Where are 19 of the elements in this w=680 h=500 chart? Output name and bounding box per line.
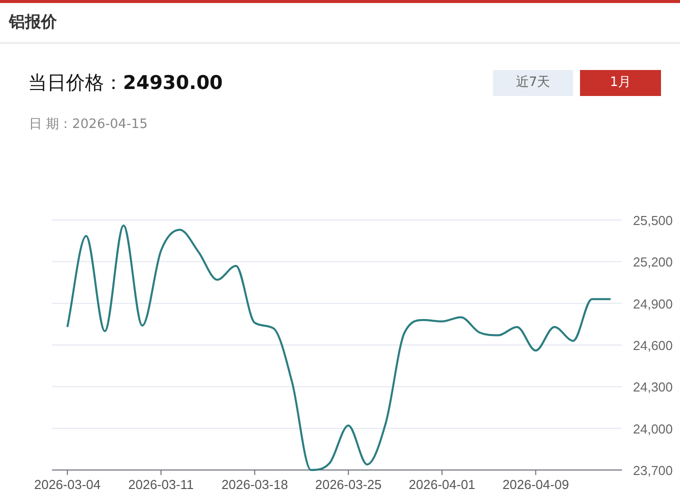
y-tick-label: 24,000 (633, 421, 673, 436)
y-tick-label: 25,200 (633, 254, 673, 270)
chart-subtitle: 当日价格：24930.00 (28, 71, 223, 96)
x-tick-label: 2026-04-09 (502, 477, 569, 492)
text: 日 期：2026-04-15 (29, 116, 148, 133)
y-tick-label: 24,300 (633, 380, 673, 395)
y-tick-label: 24,600 (633, 338, 673, 353)
x-tick-label: 2026-03-18 (221, 477, 288, 492)
y-tick-label: 25,500 (633, 213, 673, 228)
x-tick-label: 2026-03-25 (315, 477, 382, 492)
x-tick-label: 2026-04-01 (408, 477, 476, 492)
text: 1月 (580, 70, 661, 96)
x-tick-label: 2026-03-11 (128, 477, 194, 492)
text: 近7天 (493, 70, 573, 96)
x-tick-label: 2026-03-04 (34, 477, 101, 492)
chart-title: 铝报价 (9, 12, 57, 33)
line-series (66, 224, 612, 471)
y-tick-label: 24,900 (633, 296, 673, 312)
y-tick-label: 23,700 (633, 463, 673, 478)
